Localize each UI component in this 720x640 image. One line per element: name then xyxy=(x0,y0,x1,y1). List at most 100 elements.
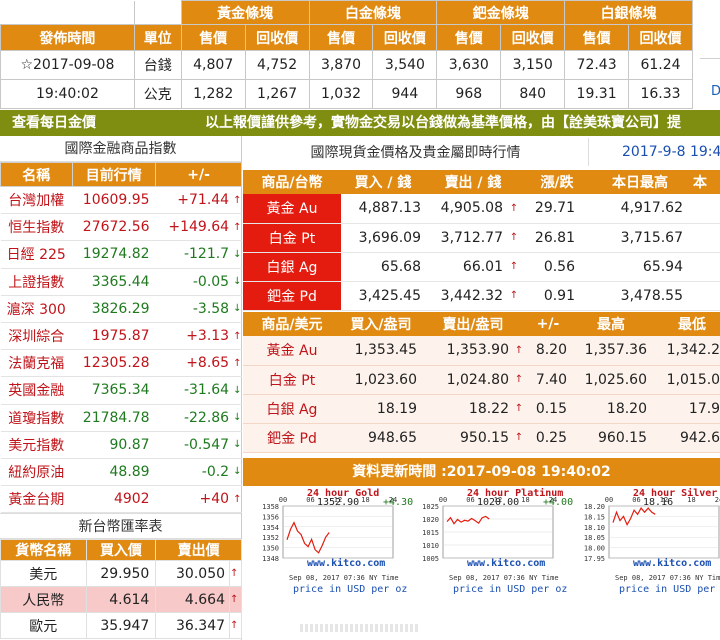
day-high: 18.20 xyxy=(571,394,651,424)
column-header: 買入 / 錢 xyxy=(341,170,425,194)
twd-row: 黃金 Au 4,887.13 4,905.08 ↑ 29.71 4,917.62 xyxy=(243,194,720,224)
day-high: 1,025.60 xyxy=(571,365,651,395)
column-header: 賣出/盎司 xyxy=(421,312,525,336)
spacer xyxy=(579,281,593,311)
index-change: -121.7 xyxy=(155,240,234,269)
price-cell: 1,032 xyxy=(308,79,374,109)
index-name[interactable]: 上證指數 xyxy=(0,268,73,296)
day-high: 3,478.55 xyxy=(593,281,687,311)
buy-rate: 4.614 xyxy=(85,586,157,614)
buy-price: 3,696.09 xyxy=(341,223,425,253)
horizontal-scrollbar[interactable] xyxy=(300,624,420,632)
chart-source[interactable]: www.kitco.com xyxy=(307,558,386,569)
sub-header: 售價 xyxy=(436,24,502,51)
column-header: 最高 xyxy=(571,312,651,336)
index-name[interactable]: 滬深 300 xyxy=(0,295,73,323)
index-name[interactable]: 美元指數 xyxy=(0,431,73,459)
index-name[interactable]: 黃金台期 xyxy=(0,485,73,514)
buy-price: 3,425.45 xyxy=(341,281,425,311)
index-row: 黃金台期 4902 +40 ↑ xyxy=(0,485,242,514)
change-value: 0.15 xyxy=(525,394,571,424)
price-cell: 1,282 xyxy=(180,79,246,109)
metal-header: 白金條塊 xyxy=(308,0,438,25)
spacer xyxy=(579,223,593,253)
side-link[interactable]: D xyxy=(711,84,720,99)
column-header: 商品/美元 xyxy=(243,312,341,336)
chart-source[interactable]: www.kitco.com xyxy=(467,558,546,569)
chart-plot: 1025 1020 1015 1010 1005 00 06 12 18 24 xyxy=(422,496,557,563)
day-low xyxy=(687,281,720,311)
chart-price: 1020.00 xyxy=(477,497,520,508)
spacer xyxy=(579,194,593,224)
index-name[interactable]: 深圳綜合 xyxy=(0,322,73,351)
fx-row: 人民幣 4.614 4.664 ↑ xyxy=(0,586,242,614)
price-cell: 4,752 xyxy=(244,50,310,80)
sub-header: 售價 xyxy=(308,24,374,51)
publish-time: 19:40:02 xyxy=(0,79,135,109)
day-high: 4,917.62 xyxy=(593,194,687,224)
chart-source[interactable]: www.kitco.com xyxy=(633,558,712,569)
top-price-board: 黃金條塊 白金條塊 鈀金條塊 白銀條塊 發佈時間 單位 售價 回收價 售價 回收… xyxy=(0,0,720,110)
chart-unit: price in USD per oz xyxy=(619,584,720,595)
metal-name: 鈀金 Pd xyxy=(243,281,341,311)
index-name[interactable]: 道瓊指數 xyxy=(0,404,73,432)
table-row: 19:40:02 公克 1,282 1,267 1,032 944 968 84… xyxy=(0,79,693,109)
arrow-up-icon: ↑ xyxy=(513,394,525,424)
x-tick-label: 18 xyxy=(521,496,529,504)
index-name[interactable]: 日經 225 xyxy=(0,240,73,269)
column-header: 漲/跌 xyxy=(521,170,593,194)
index-change: -0.547 xyxy=(155,431,234,459)
unit-cell: 公克 xyxy=(133,79,182,109)
gold-chart[interactable]: 24 hour Gold 1352.90 +4.30 1358 1356 1354 1352… xyxy=(247,488,413,598)
update-time-bar: 資料更新時間 :2017-09-08 19:40:02 xyxy=(243,458,720,486)
column-header: 買入/盎司 xyxy=(341,312,421,336)
arrow-up-icon: ↑ xyxy=(229,560,242,588)
unit-cell: 台錢 xyxy=(133,50,182,80)
arrow-down-icon: ↓ xyxy=(233,431,242,459)
index-value: 10609.95 xyxy=(72,186,156,215)
silver-chart[interactable]: 24 hour Silver 18.16 18.20 18.15 18.10 18.05 1… xyxy=(573,488,720,598)
buy-price: 18.19 xyxy=(341,394,421,424)
metal-header: 鈀金條塊 xyxy=(436,0,566,25)
index-row: 道瓊指數 21784.78 -22.86 ↓ xyxy=(0,404,242,432)
price-line xyxy=(612,507,656,527)
index-name[interactable]: 恒生指數 xyxy=(0,213,73,242)
y-tick-label: 1352 xyxy=(262,534,279,542)
index-row: 英國金融 7365.34 -31.64 ↓ xyxy=(0,376,242,405)
x-tick-label: 18 xyxy=(687,496,695,504)
daily-price-link[interactable]: 查看每日金價 xyxy=(12,115,96,131)
bullion-price-table: 黃金條塊 白金條塊 鈀金條塊 白銀條塊 發佈時間 單位 售價 回收價 售價 回收… xyxy=(0,0,693,109)
chart-change: +4.30 xyxy=(383,497,414,508)
index-name[interactable]: 法蘭克福 xyxy=(0,349,73,378)
day-high: 1,357.36 xyxy=(571,336,651,366)
twd-row: 白銀 Ag 65.68 66.01 ↑ 0.56 65.94 xyxy=(243,252,720,282)
index-row: 法蘭克福 12305.28 +8.65 ↑ xyxy=(0,349,242,378)
day-high: 960.15 xyxy=(571,423,651,453)
day-low: 17.97 xyxy=(651,394,720,424)
price-cell: 19.31 xyxy=(564,79,630,109)
divider xyxy=(700,58,720,59)
index-panel-title: 國際金融商品指數 xyxy=(0,136,241,162)
x-tick-label: 06 xyxy=(466,496,474,504)
arrow-up-icon: ↑ xyxy=(507,194,521,224)
metal-name: 白銀 Ag xyxy=(243,252,341,282)
platinum-chart[interactable]: 24 hour Platinum 1020.00 +4.00 1025 1020 1015… xyxy=(407,488,573,598)
day-low: 1,015.00 xyxy=(651,365,720,395)
index-change: -31.64 xyxy=(155,376,234,405)
column-header: 貨幣名稱 xyxy=(0,539,87,562)
metal-name: 白金 Pt xyxy=(243,365,341,395)
sell-rate: 30.050 xyxy=(155,560,231,588)
x-tick-label: 06 xyxy=(632,496,640,504)
index-value: 3826.29 xyxy=(72,295,156,323)
index-name[interactable]: 英國金融 xyxy=(0,376,73,405)
sub-header: 回收價 xyxy=(628,24,693,51)
y-tick-label: 1005 xyxy=(422,555,439,563)
arrow-up-icon: ↑ xyxy=(233,186,242,215)
change-value: 0.56 xyxy=(521,252,579,282)
index-name[interactable]: 紐約原油 xyxy=(0,458,73,487)
sell-price: 950.15 xyxy=(421,423,513,453)
fx-panel-title: 新台幣匯率表 xyxy=(0,513,241,540)
chart-title: 24 hour Platinum xyxy=(467,488,564,499)
index-name[interactable]: 台灣加權 xyxy=(0,186,73,215)
chart-price: 18.16 xyxy=(643,497,674,508)
